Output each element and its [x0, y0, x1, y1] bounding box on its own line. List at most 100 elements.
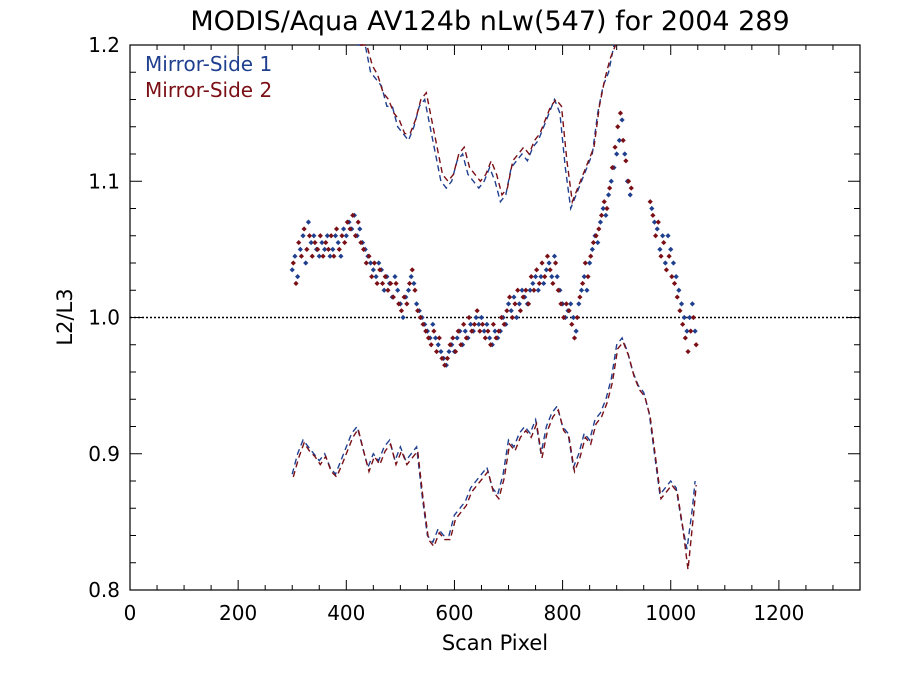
series-1-point	[486, 335, 493, 341]
axis-ticks	[129, 44, 861, 591]
series-1-point	[395, 287, 401, 293]
series-1-point	[413, 301, 420, 307]
series-2-point	[447, 342, 453, 348]
series-2-point	[493, 335, 499, 341]
x-tick-label: 200	[219, 601, 257, 625]
series-2-point	[415, 308, 421, 314]
series-2-point	[688, 328, 694, 334]
series-1-point	[432, 335, 439, 341]
series-1-point	[508, 308, 514, 314]
series-1-point	[668, 246, 674, 252]
series-2-point	[461, 321, 467, 327]
data-points	[289, 110, 699, 368]
series-1-point	[289, 267, 295, 273]
series-2-point	[490, 321, 496, 327]
series-1-point	[578, 287, 585, 293]
series-2-point	[442, 362, 448, 368]
series-2-point	[366, 253, 372, 259]
series-2-point	[469, 328, 475, 334]
series-2-point	[647, 199, 653, 205]
series-2-point	[479, 321, 486, 327]
series-2-point	[601, 199, 607, 205]
x-tick-label: 400	[327, 601, 365, 625]
series-1-point	[484, 321, 490, 327]
series-1-point	[311, 233, 317, 239]
series-1-point	[568, 301, 574, 307]
series-2-point	[609, 165, 615, 171]
series-1-lower-envelope	[291, 336, 696, 550]
series-2-point	[598, 212, 605, 218]
series-2-point	[520, 294, 526, 300]
series-1-point	[376, 260, 382, 266]
series-2-point	[615, 124, 621, 130]
series-1-point	[532, 274, 539, 280]
series-1-point	[600, 205, 606, 212]
series-1-point	[430, 321, 436, 327]
series-1-point	[327, 253, 333, 259]
series-2-point	[344, 219, 350, 225]
series-2-point	[347, 226, 353, 232]
series-2-point	[544, 253, 551, 259]
series-2-point	[444, 355, 451, 361]
series-2-point	[507, 294, 513, 300]
series-1-point	[446, 348, 452, 355]
series-2-point	[382, 274, 388, 280]
series-2-point	[331, 253, 337, 259]
series-1-point	[662, 260, 668, 266]
series-1-point	[481, 328, 487, 334]
series-1-point	[473, 314, 479, 321]
series-1-point	[589, 246, 595, 252]
series-1-point	[603, 212, 609, 218]
series-2-point	[482, 335, 488, 341]
series-2-point	[552, 260, 559, 266]
series-2-point	[477, 328, 483, 334]
series-1-point	[435, 342, 441, 348]
series-2-point	[547, 267, 553, 273]
series-2-point	[501, 321, 507, 327]
series-1-point	[462, 328, 468, 334]
series-2-point	[385, 287, 391, 293]
series-2-point	[434, 348, 440, 355]
series-2-point	[306, 233, 313, 239]
series-2-point	[406, 280, 413, 287]
series-2-point	[569, 321, 575, 327]
series-2-point	[323, 239, 329, 246]
y-tick-label: 1.0	[88, 306, 120, 330]
x-axis-label: Scan Pixel	[442, 631, 548, 655]
series-2-point	[509, 314, 515, 321]
x-tick-label: 800	[543, 601, 581, 625]
legend: Mirror-Side 1 Mirror-Side 2	[145, 52, 272, 102]
series-2-point	[320, 253, 326, 259]
series-1-point	[549, 274, 555, 280]
series-2-upper-envelope	[359, 44, 617, 205]
series-2-point	[420, 321, 426, 327]
series-2-point	[612, 144, 618, 150]
series-2-point	[550, 280, 556, 287]
series-2-point	[663, 267, 670, 273]
series-2-point	[379, 280, 386, 287]
series-2-point	[685, 348, 691, 355]
series-1-point	[305, 219, 312, 225]
series-1-point	[530, 280, 536, 287]
y-tick-label: 0.8	[88, 578, 120, 602]
series-2-point	[352, 233, 359, 239]
series-2-point	[333, 226, 340, 232]
legend-item-mirror-side-1: Mirror-Side 1	[145, 52, 272, 76]
series-2-point	[325, 246, 332, 252]
series-1-point	[595, 239, 601, 246]
series-2-point	[436, 335, 442, 341]
series-2-point	[577, 294, 583, 300]
series-2-point	[566, 308, 572, 314]
series-2-point	[425, 335, 432, 341]
series-1-point	[454, 335, 460, 341]
series-1-point	[400, 314, 406, 321]
series-1-point	[670, 260, 677, 266]
chart-title: MODIS/Aqua AV124b nLw(547) for 2004 289	[190, 6, 789, 37]
series-1-point	[689, 301, 695, 307]
series-1-point	[541, 280, 547, 287]
series-2-point	[682, 335, 688, 341]
x-tick-label: 0	[124, 601, 137, 625]
series-2-point	[463, 335, 469, 341]
series-2-point	[466, 314, 472, 321]
